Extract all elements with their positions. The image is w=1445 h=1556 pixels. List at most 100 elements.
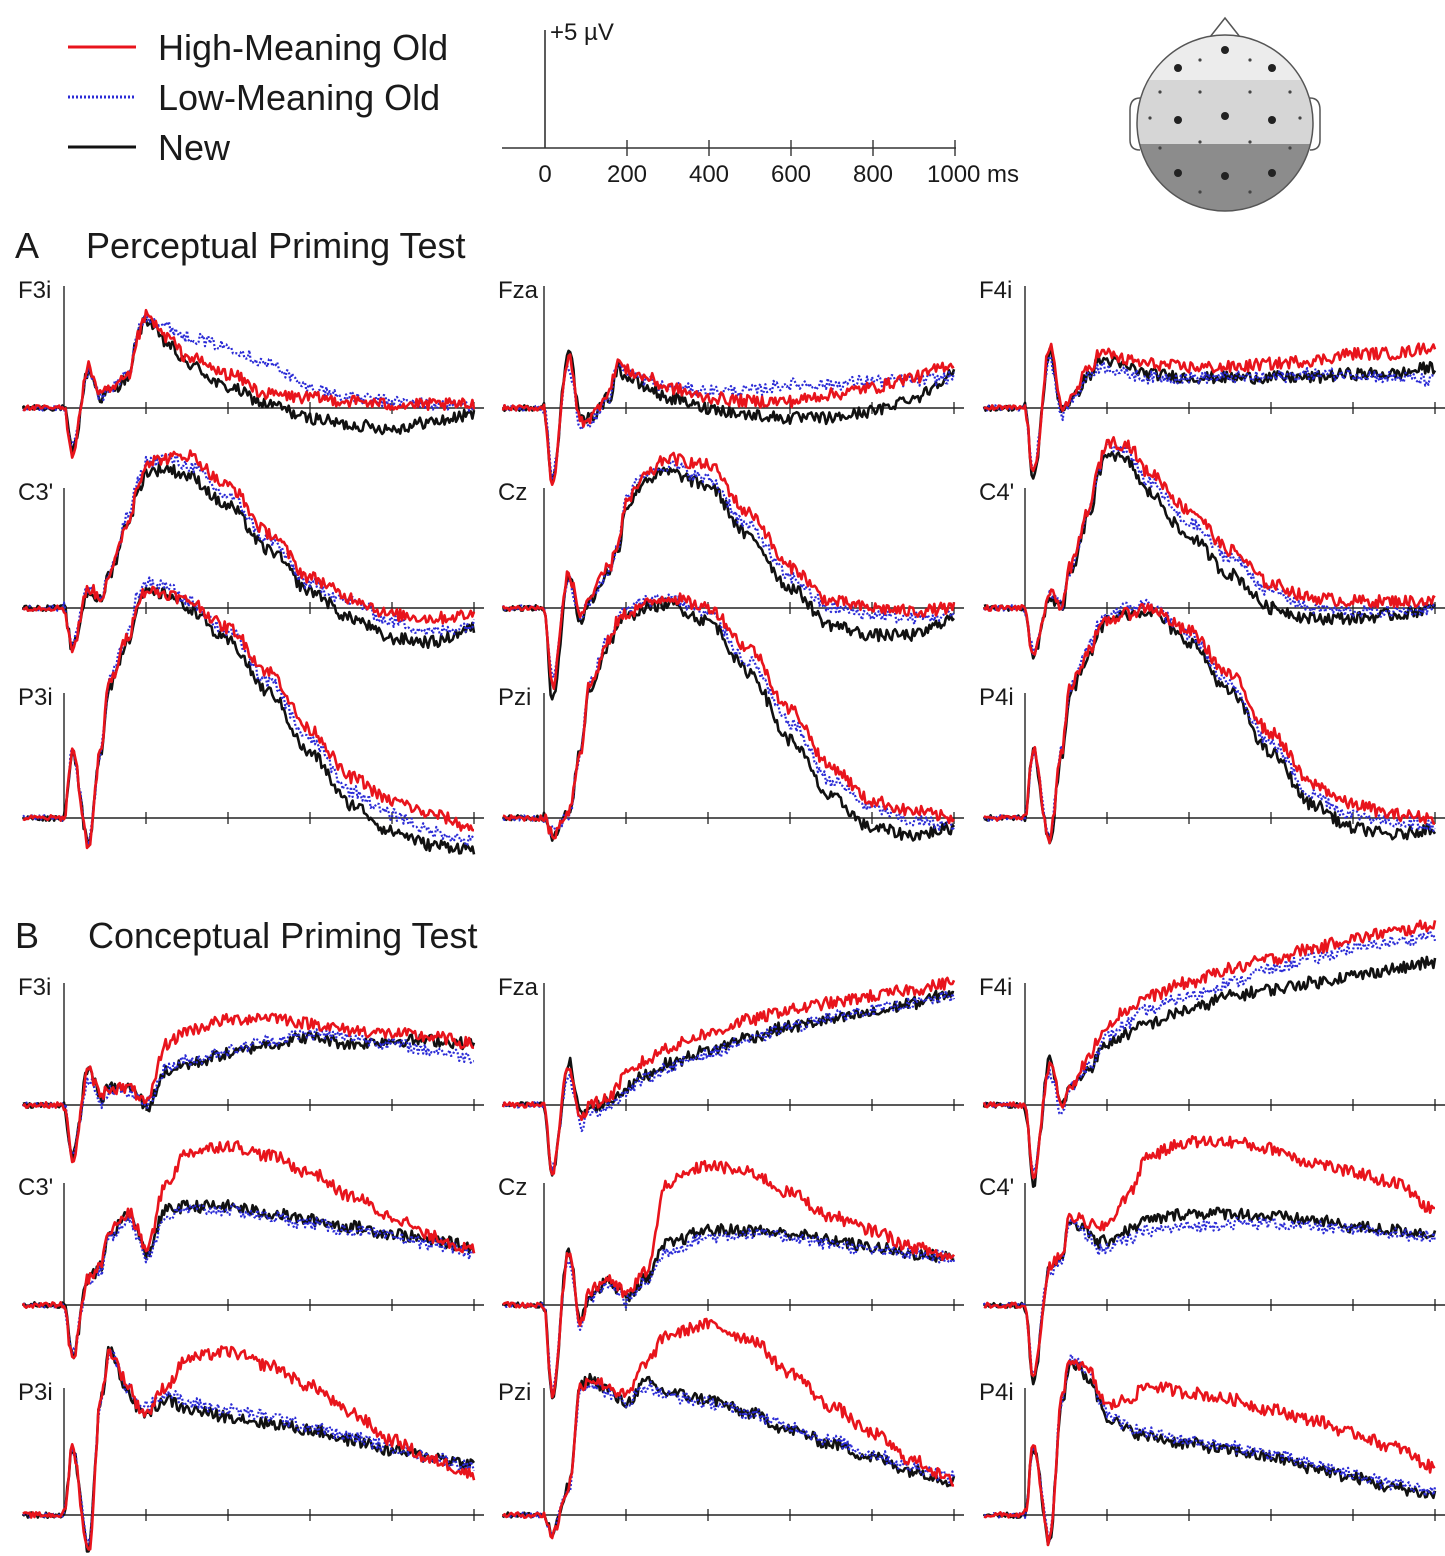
electrode-label: C3' (18, 479, 53, 506)
waveform-high-meaning-old (983, 342, 1437, 473)
waveform-low-meaning-old (502, 363, 956, 480)
scale-tick-label: 200 (607, 161, 647, 188)
electrode-site (1298, 116, 1302, 120)
waveform-new (502, 466, 955, 701)
electrode-site (1268, 64, 1276, 72)
electrode-label: P3i (18, 1379, 53, 1406)
electrode-label: Pzi (498, 1379, 531, 1406)
electrode-label: P4i (979, 684, 1014, 711)
electrode-label: F4i (979, 974, 1012, 1001)
electrode-label: P3i (18, 684, 53, 711)
waveform-low-meaning-old (502, 989, 956, 1172)
erp-panel-a-c3: C3' (18, 449, 484, 654)
scale-tick-label: 0 (538, 161, 551, 188)
waveform-high-meaning-old (501, 1317, 955, 1540)
electrode-site (1221, 112, 1229, 120)
waveform-new (983, 1206, 1437, 1386)
electrode-site (1288, 146, 1292, 150)
head-electrode-map-icon (1129, 16, 1321, 212)
waveform-low-meaning-old (22, 1202, 476, 1358)
section-b-letter: B (15, 915, 39, 956)
waveform-low-meaning-old (502, 1227, 956, 1395)
electrode-label: P4i (979, 1379, 1014, 1406)
electrode-label: C4' (979, 479, 1014, 506)
waveform-high-meaning-old (22, 585, 474, 850)
electrode-label: C3' (18, 1174, 53, 1201)
waveform-new (502, 349, 956, 484)
scale-amplitude-label: +5 µV (550, 19, 614, 46)
waveform-high-meaning-old (22, 449, 476, 654)
waveform-high-meaning-old (22, 1012, 475, 1164)
electrode-site (1148, 116, 1152, 120)
head-nose-icon (1209, 16, 1241, 38)
waveform-new (21, 462, 476, 651)
waveform-high-meaning-old (983, 602, 1436, 845)
head-frontal-region (1137, 35, 1313, 80)
waveform-low-meaning-old (983, 441, 1436, 657)
erp-panel-b-f3i: F3i (18, 974, 484, 1164)
scale-bar: +5 µV 0 200 400 600 800 1000 ms (502, 19, 1019, 188)
waveform-low-meaning-old (983, 355, 1436, 470)
waveform-high-meaning-old (502, 592, 956, 840)
erp-panel-a-cz: Cz (498, 451, 964, 701)
waveform-high-meaning-old (501, 976, 956, 1176)
electrode-site (1158, 90, 1162, 94)
electrode-label: F4i (979, 277, 1012, 304)
electrode-label: Fza (498, 974, 539, 1001)
erp-panel-a-f3i: F3i (18, 277, 484, 459)
electrode-site (1174, 64, 1182, 72)
electrode-site (1174, 116, 1182, 124)
waveform-new (983, 451, 1437, 660)
section-b-title: Conceptual Priming Test (88, 915, 478, 956)
electrode-site (1288, 90, 1292, 94)
section-a-letter: A (15, 225, 39, 266)
head-central-region (1137, 80, 1313, 144)
legend: High-Meaning Old Low-Meaning Old New (68, 27, 448, 168)
erp-panel-a-fza: Fza (498, 277, 964, 487)
electrode-site (1248, 140, 1252, 144)
electrode-site (1158, 146, 1162, 150)
electrode-site (1198, 190, 1202, 194)
electrode-label: C4' (979, 1174, 1014, 1201)
waveform-high-meaning-old (22, 308, 476, 459)
waveform-low-meaning-old (983, 1353, 1437, 1542)
erp-panel-b-fza: Fza (498, 974, 964, 1177)
electrode-site (1221, 172, 1229, 180)
waveform-low-meaning-old (22, 1028, 475, 1155)
waveform-high-meaning-old (22, 1345, 476, 1551)
electrode-label: F3i (18, 974, 51, 1001)
erp-panel-a-p4i: P4i (979, 598, 1445, 845)
erp-panel-b-pzi: Pzi (498, 1317, 964, 1540)
electrode-site (1198, 140, 1202, 144)
scale-tick-label: 1000 ms (927, 161, 1019, 188)
head-posterior-region (1137, 144, 1313, 211)
electrode-label: Cz (498, 479, 527, 506)
section-a-title: Perceptual Priming Test (86, 225, 466, 266)
erp-panel-a-c4: C4' (979, 435, 1445, 660)
erp-panel-b-c3: C3' (18, 1140, 484, 1360)
electrode-label: F3i (18, 277, 51, 304)
electrode-site (1248, 58, 1252, 62)
waveform-new (22, 1199, 476, 1360)
erp-panel-a-f4i: F4i (979, 277, 1445, 480)
legend-label-low-meaning-old: Low-Meaning Old (158, 77, 440, 118)
waveform-low-meaning-old (22, 1350, 476, 1549)
waveform-high-meaning-old (983, 1135, 1435, 1377)
erp-panels: F3i Fza F4i C3' Cz C4' P3i Pzi P4i F3i Fza F4i C3' Cz… (18, 277, 1445, 1553)
waveform-new (502, 989, 955, 1177)
waveform-high-meaning-old (983, 1359, 1436, 1547)
waveform-new (21, 317, 476, 456)
electrode-label: Pzi (498, 684, 531, 711)
waveform-high-meaning-old (502, 1159, 956, 1399)
electrode-label: Fza (498, 277, 539, 304)
electrode-site (1248, 90, 1252, 94)
head-outline (1136, 34, 1314, 212)
scale-tick-label: 800 (853, 161, 893, 188)
electrode-site (1268, 169, 1276, 177)
electrode-site (1221, 46, 1229, 54)
waveform-low-meaning-old (983, 930, 1437, 1173)
legend-label-new: New (158, 127, 231, 168)
erp-panel-b-p3i: P3i (18, 1345, 484, 1553)
erp-panel-b-p4i: P4i (979, 1353, 1445, 1547)
waveform-low-meaning-old (982, 1216, 1437, 1375)
